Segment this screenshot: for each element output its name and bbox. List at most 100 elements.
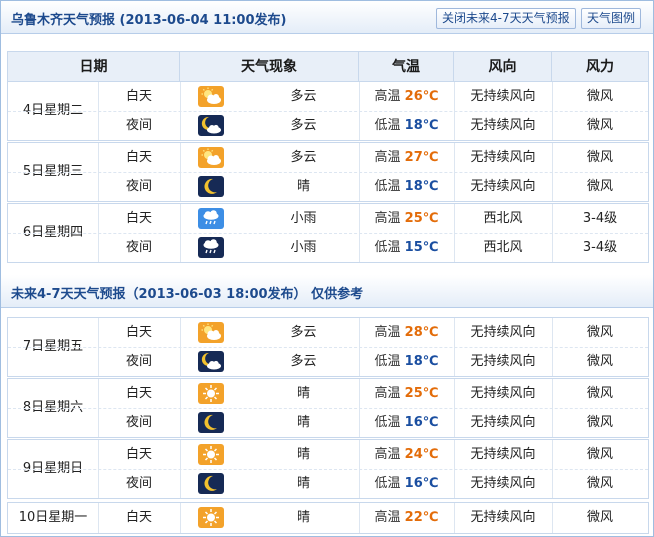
temperature: 低温 18℃ <box>359 112 454 140</box>
temp-value: 18℃ <box>404 118 439 133</box>
forecast-row: 白天 小雨 高温 25℃ 西北风 3-4级 <box>8 205 648 233</box>
day-date: 6日星期四 <box>22 225 84 240</box>
moon-icon <box>198 473 224 494</box>
weather-desc: 多云 <box>290 325 317 340</box>
weather-desc: 晴 <box>296 179 310 194</box>
temp-label: 高温 <box>374 510 401 525</box>
weather-desc: 小雨 <box>290 240 317 255</box>
day-date: 4日星期二 <box>22 103 84 118</box>
moon-icon <box>198 412 224 433</box>
period-label: 白天 <box>125 447 152 462</box>
forecast-row: 白天 多云 高温 27℃ 无持续风向 微风 <box>8 144 648 172</box>
temp-value: 15℃ <box>404 240 439 255</box>
weather-desc: 晴 <box>296 415 310 430</box>
wind-direction: 无持续风向 <box>470 386 536 401</box>
temperature: 高温 22℃ <box>359 504 454 532</box>
day-date: 9日星期日 <box>22 461 84 476</box>
wind-direction: 无持续风向 <box>470 415 536 430</box>
weather-desc: 多云 <box>290 150 317 165</box>
period-label: 夜间 <box>125 240 152 255</box>
period-label: 夜间 <box>125 179 152 194</box>
sun-icon <box>198 383 224 404</box>
sun-icon <box>198 444 224 465</box>
period-label: 白天 <box>125 510 152 525</box>
day-date: 10日星期一 <box>18 510 88 525</box>
wind-force: 微风 <box>586 510 613 525</box>
wind-force: 微风 <box>586 386 613 401</box>
temp-value: 26℃ <box>404 89 439 104</box>
col-date: 日期 <box>8 52 180 82</box>
temp-value: 18℃ <box>404 354 439 369</box>
table-header: 日期 天气现象 气温 风向 风力 <box>7 51 649 83</box>
temperature: 低温 18℃ <box>359 173 454 201</box>
moon-icon <box>198 176 224 197</box>
weather-desc: 多云 <box>290 89 317 104</box>
wind-direction: 无持续风向 <box>470 89 536 104</box>
column-divider <box>180 503 181 533</box>
forecast-row: 白天 多云 高温 28℃ 无持续风向 微风 <box>8 319 648 347</box>
wind-direction: 无持续风向 <box>470 150 536 165</box>
forecast-title: 乌鲁木齐天气预报 (2013-06-04 11:00发布) <box>11 13 287 28</box>
weather-desc: 小雨 <box>290 211 317 226</box>
day-date: 7日星期五 <box>22 339 84 354</box>
light-rain-night-icon <box>198 237 224 258</box>
day-block: 4日星期二 白天 多云 高温 26℃ 无持续风向 微风 夜间 多云 低温 18℃ 无持续风向 微风 <box>7 81 649 141</box>
day-block: 7日星期五 白天 多云 高温 28℃ 无持续风向 微风 夜间 多云 低温 18℃ 无持续风向 微风 <box>7 317 649 377</box>
wind-direction: 无持续风向 <box>470 179 536 194</box>
sun-icon <box>198 507 224 528</box>
period-label: 白天 <box>125 211 152 226</box>
col-weather: 天气现象 <box>180 52 359 82</box>
day-block: 8日星期六 白天晴高温 25℃ 无持续风向 微风 夜间晴低温 16℃ 无持续风向 微风 <box>7 378 649 438</box>
temperature: 高温 24℃ <box>359 441 454 469</box>
wind-force: 微风 <box>586 89 613 104</box>
wind-force: 微风 <box>586 415 613 430</box>
wind-force: 3-4级 <box>582 240 618 255</box>
temp-value: 28℃ <box>404 325 439 340</box>
forecast-row: 夜间 多云 低温 18℃ 无持续风向 微风 <box>8 347 648 376</box>
forecast-row: 夜间 多云 低温 18℃ 无持续风向 微风 <box>8 111 648 140</box>
wind-force: 3-4级 <box>582 211 618 226</box>
temperature: 低温 16℃ <box>359 470 454 498</box>
day-date: 5日星期三 <box>22 164 84 179</box>
col-temp: 气温 <box>359 52 454 82</box>
column-divider <box>454 503 455 533</box>
wind-direction: 无持续风向 <box>470 118 536 133</box>
forecast-row: 白天 晴 高温 24℃ 无持续风向 微风 <box>8 441 648 469</box>
day-date: 8日星期六 <box>22 400 84 415</box>
col-wind-dir: 风向 <box>454 52 552 82</box>
temp-label: 高温 <box>374 211 401 226</box>
wind-force: 微风 <box>586 354 613 369</box>
wind-direction: 无持续风向 <box>470 354 536 369</box>
column-divider <box>98 503 99 533</box>
temperature: 高温 27℃ <box>359 144 454 172</box>
temperature: 高温 26℃ <box>359 83 454 111</box>
weather-legend-button[interactable]: 天气图例 <box>581 8 642 29</box>
wind-direction: 西北风 <box>483 240 523 255</box>
wind-direction: 无持续风向 <box>470 447 536 462</box>
wind-force: 微风 <box>586 447 613 462</box>
temp-label: 低温 <box>374 118 401 133</box>
forecast-row: 白天 晴 高温 25℃ 无持续风向 微风 <box>8 380 648 408</box>
close-extended-forecast-button[interactable]: 关闭未来4-7天天气预报 <box>436 8 576 29</box>
temp-label: 低温 <box>374 415 401 430</box>
temp-label: 高温 <box>374 89 401 104</box>
partly-cloudy-night-icon <box>198 351 224 372</box>
wind-force: 微风 <box>586 118 613 133</box>
temperature: 低温 18℃ <box>359 348 454 376</box>
temp-value: 25℃ <box>404 386 439 401</box>
wind-force: 微风 <box>586 476 613 491</box>
day-block: 10日星期一 白天 晴 高温 22℃ 无持续风向 微风 <box>7 502 649 534</box>
col-wind-force: 风力 <box>586 59 614 75</box>
temp-label: 高温 <box>374 325 401 340</box>
forecast-header: 乌鲁木齐天气预报 (2013-06-04 11:00发布) 关闭未来4-7天天气… <box>1 1 653 34</box>
temp-value: 16℃ <box>404 476 439 491</box>
partly-cloudy-day-icon <box>198 86 224 107</box>
wind-force: 微风 <box>586 325 613 340</box>
wind-direction: 无持续风向 <box>470 510 536 525</box>
forecast-row: 白天 多云 高温 26℃ 无持续风向 微风 <box>8 83 648 111</box>
partly-cloudy-day-icon <box>198 147 224 168</box>
temperature: 高温 28℃ <box>359 319 454 347</box>
temp-value: 22℃ <box>404 510 439 525</box>
temp-label: 高温 <box>374 386 401 401</box>
day-block: 5日星期三 白天 多云 高温 27℃ 无持续风向 微风 夜间晴低温 18℃ 无持续风向 微风 <box>7 142 649 202</box>
